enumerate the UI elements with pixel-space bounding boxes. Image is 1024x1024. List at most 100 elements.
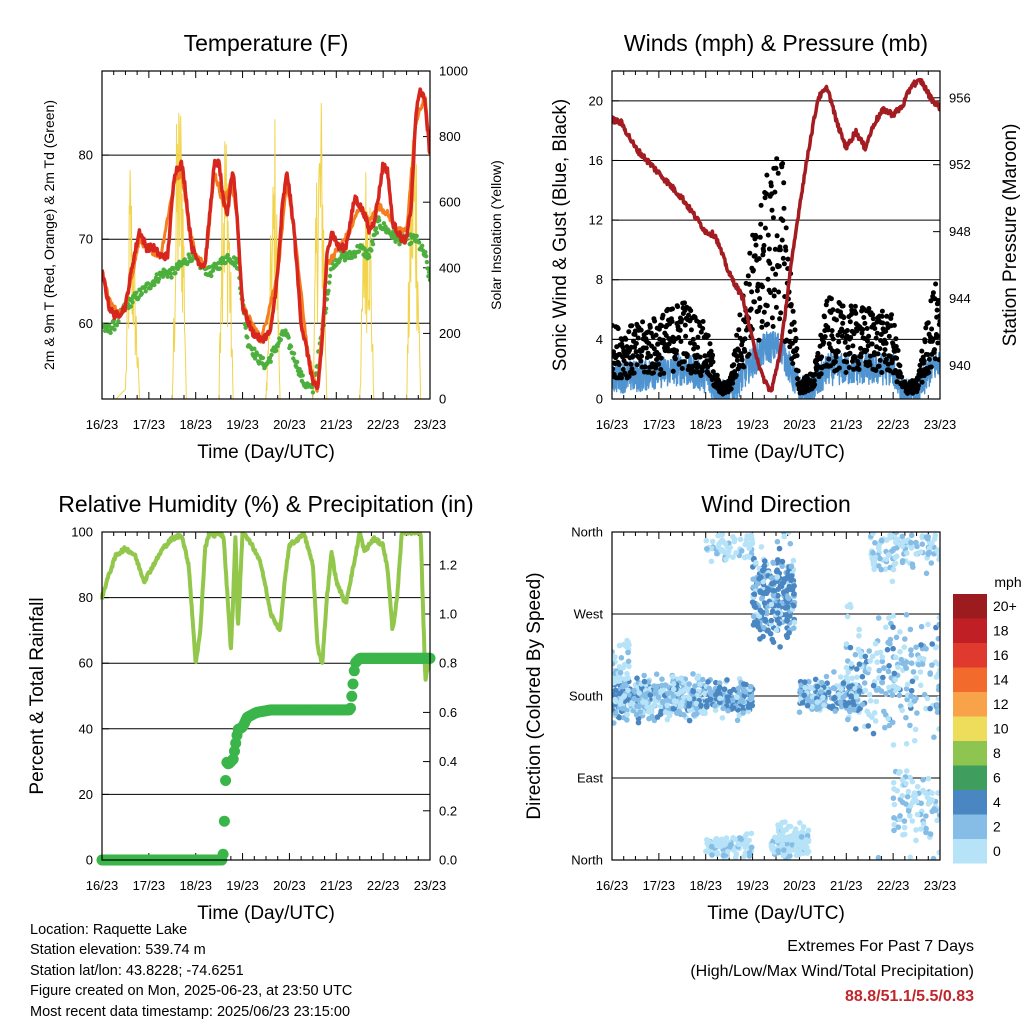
gust-point — [889, 312, 894, 318]
panel-3: Wind Direction Time (Day/UTC) Direction (C… — [524, 491, 1022, 924]
direction-point — [749, 538, 755, 544]
direction-point — [856, 633, 862, 639]
direction-point — [843, 674, 850, 680]
direction-point — [832, 708, 838, 714]
dewpoint-point — [291, 351, 297, 356]
y-tick-label-right: 0 — [439, 392, 446, 407]
direction-point — [714, 550, 720, 557]
gust-point — [843, 370, 849, 375]
legend-label: 0 — [993, 843, 1001, 859]
dewpoint-point — [269, 352, 274, 358]
direction-point — [849, 675, 855, 682]
legend-label: 18 — [993, 623, 1009, 639]
dewpoint-point — [326, 288, 331, 293]
gust-point — [669, 319, 675, 324]
direction-point — [889, 692, 896, 698]
direction-point — [854, 666, 860, 672]
direction-point — [746, 849, 753, 856]
direction-point — [740, 710, 746, 716]
dewpoint-point — [217, 266, 223, 271]
direction-point — [779, 837, 786, 843]
direction-point — [742, 689, 749, 695]
gust-point — [742, 336, 748, 342]
dewpoint-point — [169, 275, 174, 280]
y-tick-label-right: 1.2 — [439, 557, 457, 572]
gust-point — [932, 296, 938, 302]
direction-point — [750, 584, 757, 590]
dewpoint-point — [377, 218, 382, 223]
direction-point — [918, 642, 924, 648]
direction-point — [741, 681, 747, 687]
gust-point — [690, 363, 696, 369]
gust-point — [819, 354, 825, 360]
gust-point — [780, 218, 786, 223]
direction-point — [677, 710, 683, 716]
direction-point — [703, 537, 710, 544]
direction-point — [877, 555, 883, 562]
direction-point — [851, 706, 857, 713]
direction-point — [913, 827, 919, 833]
humidity-line — [100, 532, 432, 682]
precip-point — [220, 775, 232, 786]
direction-point — [631, 687, 637, 694]
direction-point — [653, 671, 660, 677]
direction-point — [697, 681, 703, 687]
x-tick-label: 22/23 — [877, 417, 910, 432]
direction-point — [873, 687, 880, 693]
direction-point — [665, 690, 671, 697]
direction-point — [612, 661, 616, 667]
direction-point — [890, 719, 896, 726]
gust-point — [708, 348, 714, 354]
dewpoint-point — [423, 254, 429, 259]
gust-point — [935, 340, 940, 346]
dewpoint-point — [295, 359, 300, 365]
direction-point — [890, 645, 896, 652]
direction-point — [774, 538, 781, 545]
extremes-summary: Extremes For Past 7 Days (High/Low/Max W… — [690, 934, 974, 1009]
gust-point — [710, 359, 716, 365]
direction-point — [922, 789, 928, 796]
direction-point — [872, 640, 879, 647]
gust-point — [731, 362, 737, 368]
direction-point — [785, 595, 792, 602]
gust-point — [826, 356, 832, 362]
gust-point — [936, 298, 940, 304]
gust-point — [681, 359, 687, 365]
gust-point — [887, 353, 893, 359]
dewpoint-point — [252, 346, 257, 351]
direction-point — [759, 595, 765, 602]
direction-point — [890, 613, 897, 619]
direction-point — [901, 644, 908, 650]
direction-point — [659, 676, 665, 682]
direction-point — [891, 827, 897, 834]
direction-point — [742, 554, 748, 561]
direction-point — [765, 627, 771, 633]
gust-point — [616, 362, 622, 368]
direction-point — [936, 556, 940, 563]
direction-point — [891, 815, 897, 821]
gust-point — [684, 352, 690, 358]
gust-point — [623, 336, 629, 342]
gust-point — [790, 308, 796, 314]
gust-point — [633, 341, 639, 346]
direction-point — [791, 603, 797, 609]
temp-2m-line — [102, 87, 430, 391]
direction-point — [905, 808, 912, 814]
direction-point — [897, 648, 903, 655]
direction-point — [761, 600, 768, 606]
direction-point — [756, 613, 763, 619]
direction-point — [908, 532, 915, 539]
dewpoint-point — [168, 271, 173, 276]
direction-point — [872, 540, 878, 546]
gust-point — [730, 380, 736, 386]
x-axis-label: Time (Day/UTC) — [707, 442, 845, 463]
direction-point — [923, 813, 929, 819]
direction-point — [724, 694, 731, 700]
gust-point — [844, 359, 850, 365]
station-elevation: Station elevation: 539.74 m — [30, 942, 206, 959]
gust-point — [753, 234, 759, 240]
direction-point — [856, 688, 863, 694]
y-tick-label: 0 — [86, 853, 93, 868]
plot-frame — [611, 531, 941, 861]
y-tick-label: 20 — [79, 787, 93, 802]
